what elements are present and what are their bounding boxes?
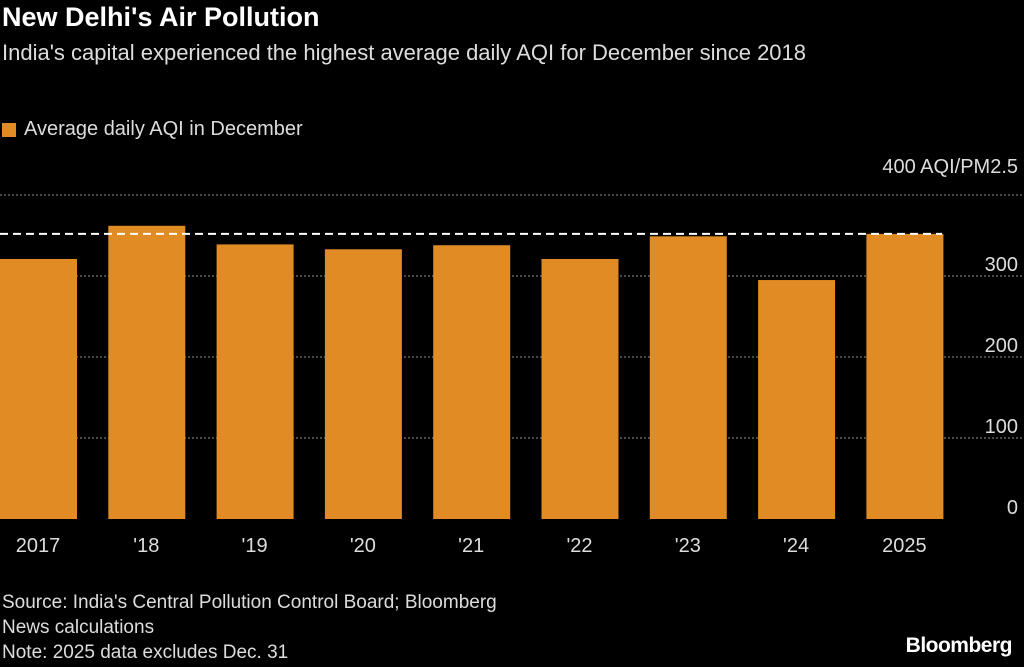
x-tick-label: '24 [783, 535, 809, 557]
bloomberg-logo: Bloomberg [905, 634, 1013, 657]
legend-label: Average daily AQI in December [24, 118, 303, 140]
source-note: Note: 2025 data excludes Dec. 31 [2, 642, 289, 663]
y-tick-label: 200 [985, 335, 1018, 357]
y-tick-label: 0 [1007, 497, 1018, 519]
bar [866, 233, 944, 519]
x-tick-label: '21 [458, 535, 484, 557]
x-tick-label: '18 [133, 535, 159, 557]
bar [216, 244, 294, 519]
legend-swatch [2, 122, 16, 137]
x-tick-label: '20 [350, 535, 376, 557]
chart-title: New Delhi's Air Pollution [2, 2, 320, 32]
source-line-2: News calculations [2, 617, 155, 638]
x-tick-label: '23 [675, 535, 701, 557]
bar [324, 249, 402, 519]
bar [541, 258, 619, 519]
y-tick-label: 100 [985, 416, 1018, 438]
y-axis-unit-label: 400 AQI/PM2.5 [882, 156, 1018, 178]
bar [649, 236, 727, 519]
bar [108, 225, 186, 519]
x-tick-label: '19 [242, 535, 268, 557]
legend: Average daily AQI in December [2, 118, 303, 141]
bar [758, 280, 836, 519]
bar [433, 245, 511, 519]
source-line-1: Source: India's Central Pollution Contro… [2, 592, 497, 613]
bar [0, 258, 77, 519]
x-tick-label: 2017 [16, 535, 61, 557]
x-tick-label: '22 [566, 535, 592, 557]
chart-subtitle: India's capital experienced the highest … [2, 40, 807, 65]
x-tick-label: 2025 [882, 535, 927, 557]
y-tick-label: 300 [985, 254, 1018, 276]
